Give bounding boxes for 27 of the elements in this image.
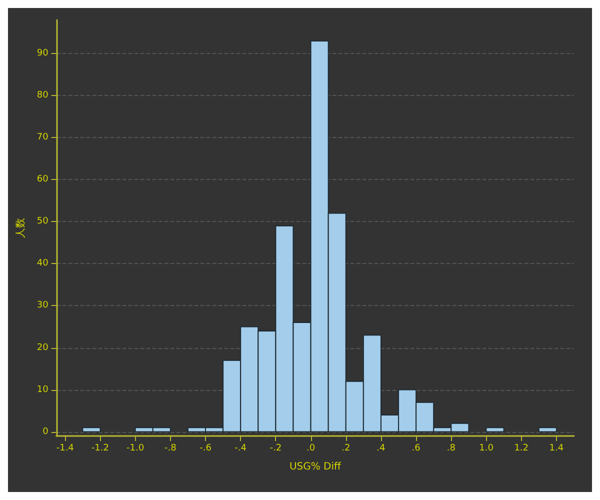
x-tick-label: 1.2 bbox=[514, 444, 529, 454]
x-tick-label: -1.0 bbox=[126, 444, 144, 454]
y-tick-label: 70 bbox=[36, 132, 49, 143]
x-tick-label: -.6 bbox=[200, 444, 212, 454]
x-tick-label: 1.4 bbox=[549, 444, 564, 454]
y-tick-label: 80 bbox=[36, 90, 49, 101]
x-tick-label: -1.2 bbox=[91, 444, 109, 454]
y-tick-label: 0 bbox=[42, 426, 49, 437]
y-tick-label: 50 bbox=[36, 216, 49, 227]
x-tick-label: .0 bbox=[306, 444, 316, 454]
x-tick-label: .4 bbox=[376, 444, 386, 454]
y-axis-title: 人数 bbox=[16, 218, 26, 238]
y-tick-label: 10 bbox=[36, 384, 49, 395]
y-tick-label: 40 bbox=[36, 258, 49, 269]
y-tick-label: 20 bbox=[36, 342, 49, 353]
x-tick-label: 1.0 bbox=[479, 444, 494, 454]
x-tick-label: .6 bbox=[412, 444, 421, 454]
y-tick-label: 90 bbox=[36, 48, 49, 59]
y-tick-label: 60 bbox=[36, 174, 49, 185]
x-tick-label: -.4 bbox=[234, 444, 247, 454]
y-tick-label: 30 bbox=[36, 300, 49, 311]
x-tick-label: -.2 bbox=[270, 444, 282, 454]
x-tick-label: .2 bbox=[342, 444, 350, 454]
x-axis-title: USG% Diff bbox=[289, 462, 342, 472]
x-tick-label: -.8 bbox=[164, 444, 177, 454]
x-tick-label: -1.4 bbox=[56, 444, 74, 454]
x-tick-label: .8 bbox=[446, 444, 456, 454]
